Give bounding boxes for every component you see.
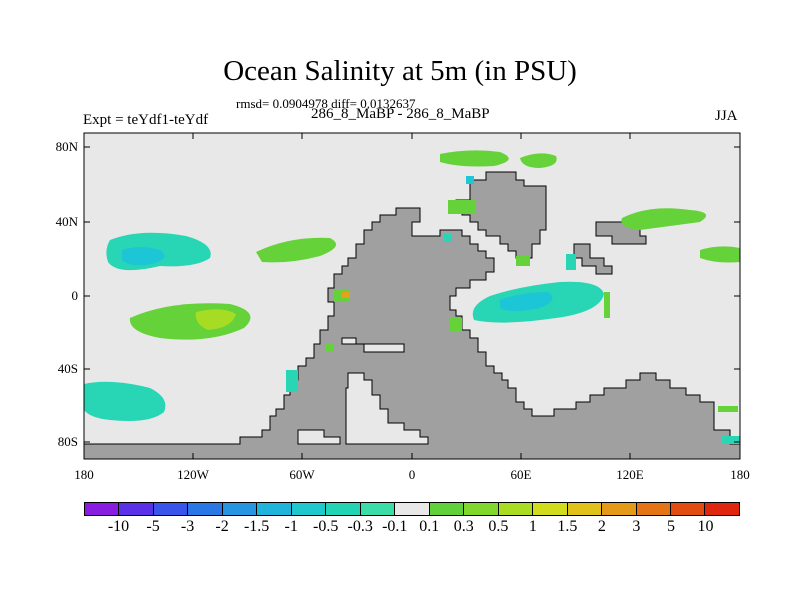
colorbar-label: 3 xyxy=(632,518,641,535)
colorbar-label: -0.5 xyxy=(313,518,339,535)
lon-label-0: 0 xyxy=(408,467,416,482)
colorbar-label: 0.1 xyxy=(419,518,440,535)
lat-label-40s: 40S xyxy=(57,361,78,376)
colorbar-swatch xyxy=(636,503,671,515)
colorbar-label: 0.3 xyxy=(453,518,474,535)
colorbar-swatch xyxy=(498,503,534,515)
colorbar-label: 1 xyxy=(528,518,537,535)
colorbar-label: 2 xyxy=(597,518,606,535)
inland-gulf xyxy=(297,429,341,445)
colorbar-label: 1.5 xyxy=(557,518,578,535)
colorbar-swatch xyxy=(291,503,327,515)
run-comparison-label: 286_8_MaBP - 286_8_MaBP xyxy=(311,106,490,122)
colorbar-label: 10 xyxy=(697,518,714,535)
anomaly-pos-coastal-2 xyxy=(450,318,462,332)
lat-label-0: 0 xyxy=(71,288,79,303)
colorbar-swatch xyxy=(85,503,120,515)
lat-label-80s: 80S xyxy=(57,434,78,449)
anomaly-pos-northeast-1 xyxy=(621,208,707,230)
anomaly-neg-atlantic-south-core xyxy=(500,292,553,311)
colorbar-label: -2 xyxy=(215,518,229,535)
colorbar-swatch xyxy=(567,503,603,515)
colorbar-swatch xyxy=(602,503,637,515)
colorbar-label: -0.1 xyxy=(382,518,408,535)
colorbar-swatch xyxy=(360,503,396,515)
anomaly-pos-east-small xyxy=(604,292,610,318)
colorbar-swatch xyxy=(188,503,223,515)
anomaly-pos-arctic-east xyxy=(520,153,557,168)
colorbar-swatch xyxy=(533,503,568,515)
anomaly-pos-north-atlantic xyxy=(440,150,509,167)
colorbar-label: 5 xyxy=(666,518,675,535)
stats-text: rmsd= 0.0904978 diff= 0.0132637 xyxy=(236,96,416,111)
anomaly-neg-south-west xyxy=(286,370,298,392)
colorbar-label: 0.5 xyxy=(488,518,509,535)
axis-ticks xyxy=(83,133,741,459)
experiment-label: Expt = teYdf1-teYdf xyxy=(83,112,209,128)
inland-sea-west xyxy=(341,337,405,353)
colorbar-swatch xyxy=(395,503,430,515)
anomaly-neg-pacific-north-core xyxy=(122,247,165,266)
land-north-continent xyxy=(455,171,547,259)
anomaly-pos-orange-spot xyxy=(342,292,350,298)
anomaly-neg-arctic-spot xyxy=(466,176,474,184)
colorbar-swatch xyxy=(705,503,739,515)
land-americas xyxy=(83,207,741,460)
anomaly-pos-arctic-islands xyxy=(448,200,476,214)
lon-label-60e: 60E xyxy=(510,467,532,482)
colorbar-swatch xyxy=(119,503,154,515)
colorbar-swatch xyxy=(257,503,292,515)
anomaly-neg-far-east xyxy=(722,436,740,444)
colorbar-label: -1.5 xyxy=(243,518,270,535)
colorbar-swatch xyxy=(153,503,189,515)
colorbar-label: -0.3 xyxy=(347,518,373,535)
anomaly-pos-equatorial-core xyxy=(195,309,236,330)
lat-label-40n: 40N xyxy=(55,214,78,229)
lon-label-180e: 180 xyxy=(730,467,750,482)
colorbar-swatch xyxy=(429,503,465,515)
anomaly-pos-northeast-2 xyxy=(700,246,740,263)
anomaly-pos-pacific-mid xyxy=(256,237,337,263)
land-east-islets xyxy=(573,243,613,275)
anomaly-pos-gulf xyxy=(516,256,530,266)
colorbar xyxy=(84,502,740,516)
colorbar-swatch xyxy=(670,503,706,515)
anomaly-neg-east-small xyxy=(566,254,576,270)
colorbar-label: -1 xyxy=(284,518,298,535)
inland-basin-south xyxy=(345,372,429,445)
anomaly-neg-indian xyxy=(444,234,452,242)
colorbar-swatch xyxy=(464,503,499,515)
plot-title: Ocean Salinity at 5m (in PSU) xyxy=(223,55,577,87)
anomaly-neg-south-pacific xyxy=(84,381,166,421)
anomaly-pos-far-south xyxy=(718,406,738,412)
lon-label-180w: 180 xyxy=(74,467,94,482)
colorbar-label: -5 xyxy=(146,518,160,535)
anomaly-pos-south-small xyxy=(326,344,334,352)
season-label: JJA xyxy=(715,108,738,124)
lon-label-120e: 120E xyxy=(616,467,644,482)
lat-label-80n: 80N xyxy=(55,139,78,154)
colorbar-swatch xyxy=(222,503,258,515)
lon-label-120w: 120W xyxy=(177,467,209,482)
colorbar-label: -3 xyxy=(180,518,195,535)
colorbar-label: -10 xyxy=(107,518,130,535)
colorbar-swatch xyxy=(326,503,361,515)
lon-label-60w: 60W xyxy=(289,467,315,482)
